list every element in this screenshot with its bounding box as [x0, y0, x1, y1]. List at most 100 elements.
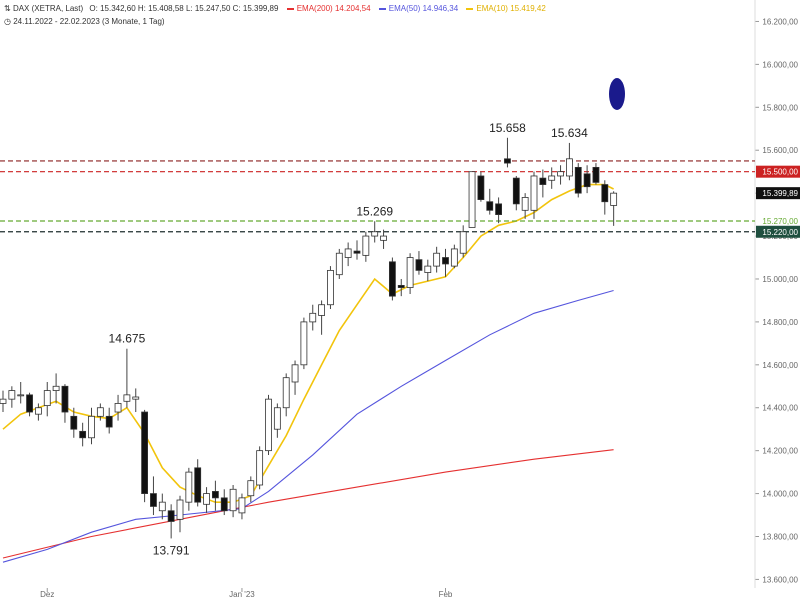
candle[interactable] [335, 252, 343, 276]
candle[interactable] [477, 175, 485, 200]
candle[interactable] [557, 171, 564, 177]
candle[interactable] [415, 259, 423, 271]
candle[interactable] [486, 201, 494, 211]
candle[interactable] [397, 285, 405, 288]
ema200-swatch [286, 7, 294, 10]
candle[interactable] [79, 430, 87, 439]
candle[interactable] [238, 497, 246, 514]
ohlc-readout: O: 15.342,60 H: 15.408,58 L: 15.247,50 C… [89, 4, 279, 13]
ema200-value: 14.204,54 [334, 4, 371, 13]
price-badge-bg [756, 187, 800, 200]
price-badge[interactable]: 15.220,00 [756, 225, 800, 238]
marker-ellipse[interactable] [609, 78, 625, 110]
candle[interactable] [114, 403, 122, 413]
candle[interactable] [203, 493, 210, 505]
candle[interactable] [300, 321, 308, 366]
candle[interactable] [17, 394, 25, 397]
candle[interactable] [256, 450, 264, 486]
series-line-ema200[interactable] [2, 449, 614, 559]
candle[interactable] [450, 248, 458, 267]
candle[interactable] [61, 385, 69, 413]
candle[interactable] [150, 493, 157, 507]
legend-ema50[interactable]: EMA(50) 14.946,34 [378, 4, 461, 13]
candle[interactable] [548, 175, 556, 181]
candle[interactable] [43, 390, 51, 406]
candle[interactable] [26, 394, 33, 413]
chart-range: ◷ 24.11.2022 - 22.02.2023 (3 Monate, 1 T… [4, 17, 165, 26]
candle[interactable] [406, 257, 414, 288]
candle[interactable] [158, 501, 166, 512]
price-badge[interactable]: 15.500,00 [756, 165, 800, 178]
candle[interactable] [371, 231, 379, 237]
candle[interactable] [265, 398, 272, 452]
candle[interactable] [592, 166, 600, 183]
candle[interactable] [601, 184, 609, 203]
candle[interactable] [504, 158, 511, 164]
legend-ema200[interactable]: EMA(200) 14.204,54 [286, 4, 373, 13]
candle[interactable] [468, 171, 476, 228]
candle[interactable] [185, 471, 193, 503]
price-badge[interactable]: 15.270,00 [756, 215, 800, 228]
candle[interactable] [167, 510, 175, 522]
legend-ema10[interactable]: EMA(10) 15.419,42 [466, 4, 546, 13]
candle[interactable] [512, 177, 520, 205]
candle[interactable] [566, 158, 573, 177]
price-badge-label: 15.270,00 [762, 217, 798, 226]
candle[interactable] [132, 396, 140, 400]
candle[interactable] [380, 235, 387, 241]
candle[interactable] [318, 304, 326, 316]
candle[interactable] [176, 499, 184, 520]
candle[interactable] [282, 377, 290, 409]
candle[interactable] [327, 269, 334, 306]
x-tick-label: Jan '23 [229, 590, 255, 599]
x-tick-label: Feb [439, 590, 453, 599]
candle[interactable] [344, 248, 352, 258]
candle[interactable] [247, 480, 255, 497]
candle[interactable] [291, 364, 299, 383]
candle[interactable] [70, 415, 78, 430]
candle[interactable] [105, 415, 113, 428]
candle[interactable] [610, 192, 618, 206]
candle[interactable] [96, 407, 104, 417]
candle[interactable] [8, 390, 16, 400]
candle[interactable] [442, 257, 449, 265]
candle[interactable] [309, 312, 317, 323]
candle[interactable] [388, 261, 396, 297]
candle[interactable] [353, 250, 361, 254]
candle[interactable] [229, 488, 237, 512]
candle[interactable] [0, 398, 7, 404]
candle[interactable] [459, 231, 467, 254]
price-annotation: 15.658 [489, 121, 526, 135]
candle[interactable] [433, 252, 441, 267]
candle[interactable] [220, 497, 228, 512]
candle[interactable] [424, 265, 432, 273]
candle[interactable] [362, 235, 370, 256]
clock-icon: ◷ [4, 17, 11, 26]
candle[interactable] [123, 394, 131, 402]
price-badge-label: 15.220,00 [762, 228, 798, 237]
candle[interactable] [521, 197, 529, 211]
candle[interactable] [88, 415, 95, 439]
candle[interactable] [574, 166, 582, 194]
y-tick-label: 13.800,00 [762, 532, 798, 541]
series-line-ema50[interactable] [2, 289, 614, 563]
candle[interactable] [194, 467, 202, 503]
candle[interactable] [530, 175, 538, 211]
price-annotation: 15.269 [356, 204, 393, 218]
chart-type-icon[interactable]: ⇅ [4, 4, 11, 13]
candle[interactable] [141, 411, 149, 494]
candle[interactable] [583, 173, 591, 188]
ema10-swatch [466, 7, 474, 10]
candle[interactable] [35, 407, 42, 415]
ema50-value: 14.946,34 [422, 4, 459, 13]
price-badge[interactable]: 15.399,89 [756, 187, 800, 200]
price-badge-bg [756, 215, 800, 228]
candle[interactable] [211, 491, 219, 499]
ema200-label: EMA(200) [296, 4, 333, 13]
candle[interactable] [495, 203, 503, 215]
y-tick-label: 15.800,00 [762, 103, 798, 112]
candle[interactable] [52, 385, 60, 391]
candle[interactable] [539, 177, 547, 185]
candle[interactable] [273, 407, 281, 430]
